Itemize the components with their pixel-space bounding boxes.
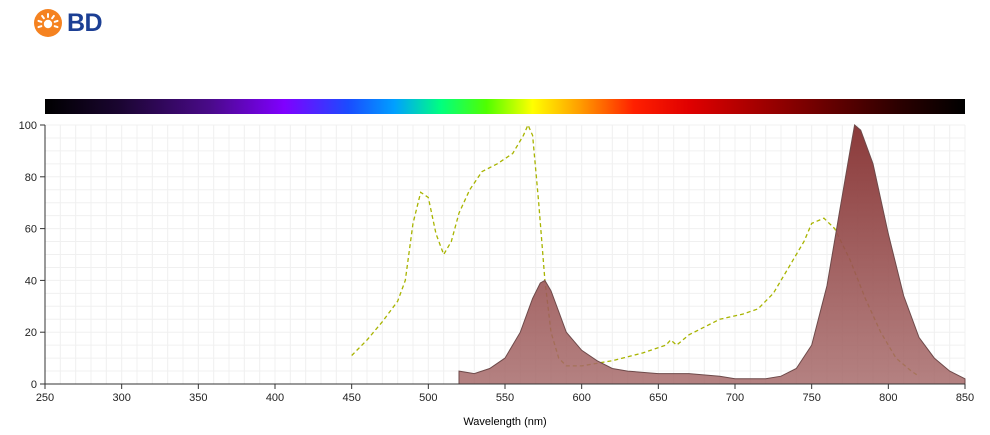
y-tick-label: 0	[31, 379, 37, 391]
x-tick-label: 800	[879, 392, 897, 404]
emission-area-series	[458, 124, 966, 385]
x-tick-label: 850	[956, 392, 974, 404]
x-tick-label: 550	[496, 392, 514, 404]
y-tick-label: 40	[25, 275, 37, 287]
x-tick-label: 350	[189, 392, 207, 404]
x-tick-label: 500	[419, 392, 437, 404]
grid-layer	[44, 124, 966, 385]
y-tick-label: 100	[19, 120, 37, 132]
x-tick-label: 700	[726, 392, 744, 404]
bd-logo: BD	[33, 8, 103, 38]
bd-logo-text: BD	[67, 8, 103, 37]
x-tick-label: 250	[36, 392, 54, 404]
bd-sunburst-logo-icon	[34, 9, 62, 37]
x-tick-label: 300	[112, 392, 130, 404]
x-tick-label: 600	[572, 392, 590, 404]
y-tick-label: 80	[25, 172, 37, 184]
x-tick-label: 450	[342, 392, 360, 404]
axis-layer: 250 300 350 400 450 500 550 600 650 700 750 800 850 0…	[19, 120, 975, 404]
x-tick-label: 650	[649, 392, 667, 404]
x-tick-label: 750	[802, 392, 820, 404]
spectrum-color-bar	[45, 99, 965, 114]
y-tick-label: 20	[25, 327, 37, 339]
y-tick-label: 60	[25, 224, 37, 236]
x-axis-title: Wavelength (nm)	[463, 416, 546, 428]
data-layer	[351, 123, 966, 385]
x-tick-label: 400	[266, 392, 284, 404]
